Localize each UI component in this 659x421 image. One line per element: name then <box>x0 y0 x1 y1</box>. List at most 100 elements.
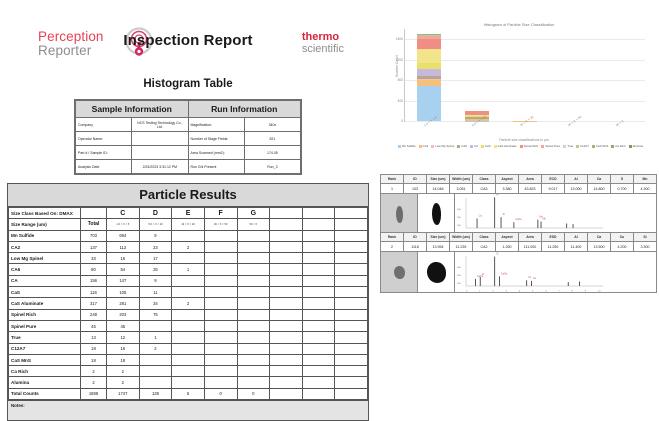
svg-text:Al: Al <box>482 273 485 276</box>
phase-count-5 <box>237 377 270 388</box>
phase-count-6 <box>270 354 303 365</box>
phase-count-1: 147 <box>107 275 140 286</box>
phase-label: CA2 <box>9 241 81 252</box>
phase-count-3 <box>172 343 205 354</box>
detail-column-1: Rank <box>381 175 404 184</box>
phase-count-7 <box>302 253 335 264</box>
svg-text:Ca: Ca <box>479 214 483 217</box>
phase-count-3 <box>172 287 205 298</box>
phase-count-8 <box>335 298 368 309</box>
legend-swatch <box>592 145 595 148</box>
detail-value-12: 4.300 <box>634 184 657 194</box>
sample-value: NCS Testing Technology Co., Ltd. <box>132 118 188 132</box>
detail-column-11: S <box>611 175 634 184</box>
legend-label: CA2 <box>423 144 429 148</box>
legend-swatch <box>520 145 523 148</box>
detail-value-3: 14.046 <box>427 184 450 194</box>
legend-swatch <box>457 145 460 148</box>
phase-count-4 <box>204 377 237 388</box>
phase-count-8 <box>335 320 368 331</box>
brand-line-2: scientific <box>302 44 344 56</box>
phase-count-5 <box>237 253 270 264</box>
thermo-scientific-logo: thermo scientific <box>302 32 344 55</box>
phase-count-2: 17 <box>139 253 172 264</box>
svg-text:Cu: Cu <box>533 277 537 280</box>
legend-label: Mn Sulfide <box>402 144 416 148</box>
phase-count-1: 16 <box>107 343 140 354</box>
phase-count-2 <box>139 377 172 388</box>
svg-text:Al: Al <box>496 194 499 196</box>
phase-count-8 <box>335 377 368 388</box>
phase-count-3 <box>172 275 205 286</box>
phase-count-8 <box>335 253 368 264</box>
phase-count-7 <box>302 275 335 286</box>
phase-count-6 <box>270 332 303 343</box>
phase-label: CaS <box>9 287 81 298</box>
phase-count-5 <box>237 309 270 320</box>
detail-column-12: Si <box>634 233 657 242</box>
chart-bar-segment <box>417 69 442 77</box>
legend-label: Alumina <box>633 144 643 148</box>
phase-label: Low Mg Spinel <box>9 253 81 264</box>
size-range-4: 20 < X < 50 <box>204 219 237 230</box>
legend-swatch <box>431 145 434 148</box>
column-header-8 <box>335 208 368 219</box>
sample-value <box>132 146 188 160</box>
legend-swatch <box>398 145 401 148</box>
phase-label: C12A7 <box>9 343 81 354</box>
phase-count-7 <box>302 366 335 377</box>
total-counts-2: 138 <box>139 388 172 399</box>
detail-value-7: 43.823 <box>519 184 542 194</box>
svg-text:Si: Si <box>503 213 506 216</box>
detail-column-8: ECD <box>542 175 565 184</box>
phase-count-1: 54 <box>107 264 140 275</box>
table-row: Operator Name: Number of Stage Fields: 5… <box>76 132 301 146</box>
phase-count-1: 281 <box>107 298 140 309</box>
page-subtitle: Histogram Table <box>0 78 376 90</box>
chart-x-axis-label: Particle size classifications in µm <box>404 138 644 142</box>
phase-count-6 <box>270 377 303 388</box>
detail-column-7: Area <box>519 175 542 184</box>
column-header-4: F <box>204 208 237 219</box>
total-counts-1: 1747 <box>107 388 140 399</box>
phase-label: Spinel Rich <box>9 309 81 320</box>
phase-count-7 <box>302 298 335 309</box>
svg-text:9: 9 <box>585 291 587 293</box>
phase-count-4 <box>204 241 237 252</box>
total-counts-7 <box>302 388 335 399</box>
phase-label: Spinel Pure <box>9 320 81 331</box>
phase-count-2: 25 <box>139 264 172 275</box>
detail-column-7: Area <box>519 233 542 242</box>
phase-label: CA6 <box>9 264 81 275</box>
notes-field[interactable]: Notes: <box>8 400 368 420</box>
detail-value-10: 13.500 <box>588 242 611 252</box>
histogram-chart: Histogram of Particle Size Classificatio… <box>382 22 656 164</box>
chart-bar-segment <box>417 86 442 121</box>
detail-value-1: 2 <box>381 242 404 252</box>
phase-count-2: 11 <box>139 287 172 298</box>
phase-total: 248 <box>81 309 107 320</box>
legend-swatch <box>470 145 473 148</box>
detail-column-6: Aspect <box>496 233 519 242</box>
phase-count-8 <box>335 230 368 241</box>
sample-value <box>132 132 188 146</box>
detail-column-4: Width (um) <box>450 175 473 184</box>
run-information-heading: Run Information <box>188 101 301 118</box>
detail-value-9: 11.400 <box>565 242 588 252</box>
chart-bar <box>417 34 442 121</box>
phase-count-7 <box>302 309 335 320</box>
legend-label: CaS <box>485 144 491 148</box>
detail-value-6: 3.380 <box>496 184 519 194</box>
svg-text:7: 7 <box>558 291 560 293</box>
column-header-1: C <box>107 208 140 219</box>
phase-count-5 <box>237 287 270 298</box>
total-counts-4: 0 <box>204 388 237 399</box>
size-range-2: 5.0 < X < 10 <box>139 219 172 230</box>
